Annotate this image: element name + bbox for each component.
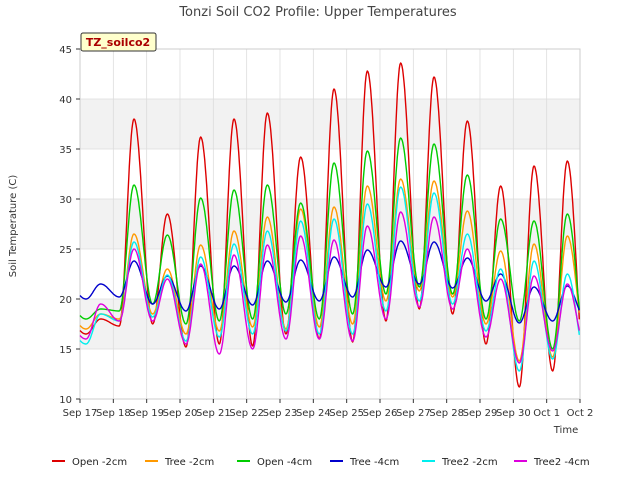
plot-band: [80, 299, 580, 349]
x-tick-label: Sep 23: [263, 408, 298, 419]
x-tick-label: Oct 2: [567, 408, 594, 419]
legend-label: Open -2cm: [72, 457, 127, 468]
x-tick-label: Sep 17: [63, 408, 98, 419]
y-tick-label: 40: [59, 95, 72, 106]
series-line: [79, 137, 580, 350]
y-axis-label: Soil Temperature (C): [8, 175, 19, 278]
site-tag-box: [80, 32, 157, 52]
y-tick-label: 30: [59, 195, 72, 206]
plot-frame: [79, 48, 581, 400]
site-tag: TZ_soilco2: [80, 32, 157, 52]
x-tick-label: Sep 27: [396, 408, 431, 419]
legend-label: Tree -2cm: [164, 457, 214, 468]
x-axis-label: Time: [553, 425, 578, 436]
site-tag-label: TZ_soilco2: [86, 36, 150, 49]
chart-title: Tonzi Soil CO2 Profile: Upper Temperatur…: [178, 5, 457, 20]
plot-bands: [80, 99, 580, 349]
legend-label: Tree -4cm: [349, 457, 399, 468]
x-tick-label: Sep 22: [229, 408, 264, 419]
series-layer: [79, 62, 580, 388]
x-tick-label: Sep 20: [163, 408, 198, 419]
y-tick-label: 45: [59, 45, 72, 56]
x-tick-label: Sep 28: [429, 408, 464, 419]
y-tick-label: 25: [59, 245, 72, 256]
legend-label: Tree2 -2cm: [441, 457, 498, 468]
y-axis-ticks: 10 15 20 25 30 35 40 45: [59, 45, 80, 406]
x-tick-label: Sep 29: [463, 408, 498, 419]
x-tick-label: Sep 18: [96, 408, 131, 419]
x-tick-label: Sep 21: [196, 408, 231, 419]
y-tick-label: 20: [59, 295, 72, 306]
series-line: [79, 211, 580, 364]
x-tick-label: Sep 30: [496, 408, 531, 419]
legend-label: Tree2 -4cm: [533, 457, 590, 468]
legend: Open -2cm Tree -2cm Open -4cm Tree -4cm Tree…: [52, 457, 590, 468]
x-tick-label: Sep 19: [129, 408, 164, 419]
x-tick-label: Sep 24: [296, 408, 331, 419]
series-line: [79, 62, 580, 388]
x-tick-label: Oct 1: [533, 408, 560, 419]
y-tick-label: 15: [59, 345, 72, 356]
x-tick-label: Sep 25: [329, 408, 364, 419]
legend-label: Open -4cm: [257, 457, 312, 468]
x-tick-label: Sep 26: [363, 408, 398, 419]
y-tick-label: 10: [59, 395, 72, 406]
series-line: [79, 178, 580, 362]
y-tick-label: 35: [59, 145, 72, 156]
series-line: [79, 186, 580, 372]
